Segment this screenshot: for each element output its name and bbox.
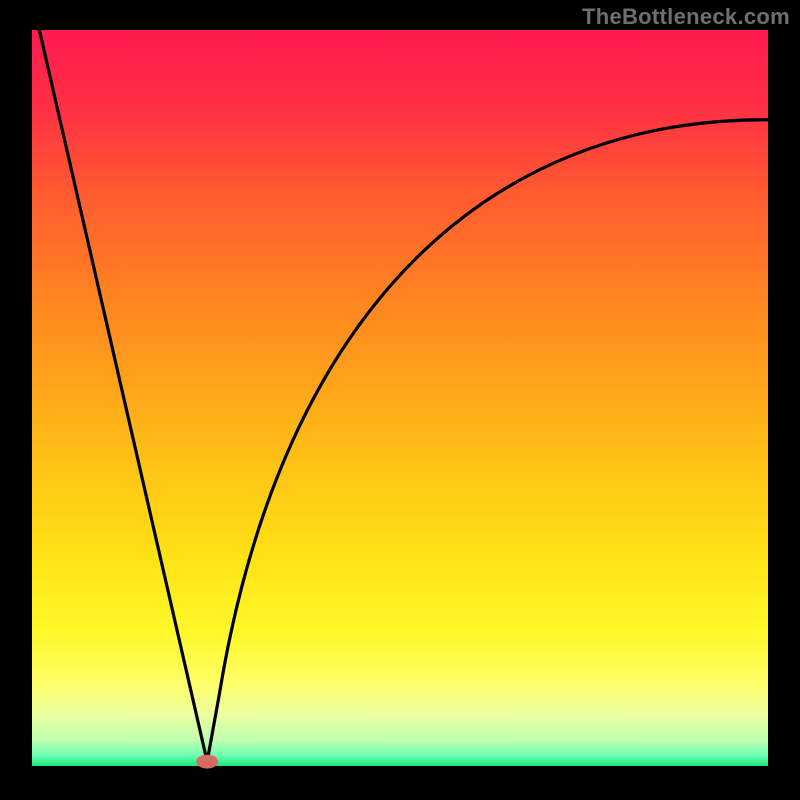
- optimal-marker: [196, 755, 218, 769]
- plot-background: [32, 30, 768, 766]
- watermark-text: TheBottleneck.com: [582, 4, 790, 30]
- chart-container: TheBottleneck.com: [0, 0, 800, 800]
- chart-svg: [0, 0, 800, 800]
